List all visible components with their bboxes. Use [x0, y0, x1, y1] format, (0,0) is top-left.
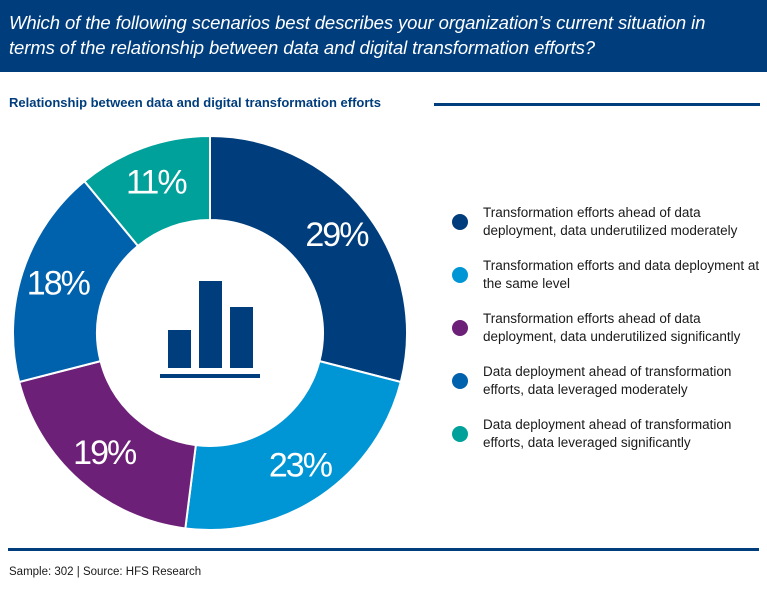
donut-slices: 29% 23% 19% 18% 11% — [12, 134, 408, 531]
slice-label-5: 11% — [126, 163, 187, 201]
donut-slice-3 — [17, 359, 197, 530]
legend-swatch-2 — [452, 267, 468, 283]
legend-label-4: Data deployment ahead of transformation … — [483, 364, 732, 397]
title-rule — [434, 103, 760, 106]
legend-label-2: Transformation efforts and data deployme… — [483, 258, 760, 291]
chart-title: Relationship between data and digital tr… — [9, 95, 381, 110]
legend-label-5: Data deployment ahead of transformation … — [483, 417, 732, 450]
legend-item-5: Data deployment ahead of transformation … — [452, 412, 764, 465]
slice-label-1: 29% — [305, 216, 369, 254]
source-note: Sample: 302 | Source: HFS Research — [9, 566, 202, 578]
donut-slice-1 — [209, 134, 408, 384]
slice-label-4: 18% — [27, 265, 91, 303]
chart-legend: Transformation efforts ahead of data dep… — [452, 200, 764, 465]
slice-label-3: 19% — [73, 434, 137, 472]
legend-label-3: Transformation efforts ahead of data dep… — [483, 311, 741, 344]
question-text: Which of the following scenarios best de… — [9, 12, 706, 58]
donut-slice-4 — [12, 179, 140, 384]
legend-item-3: Transformation efforts ahead of data dep… — [452, 306, 764, 359]
donut-slice-2 — [184, 359, 403, 531]
legend-swatch-5 — [452, 426, 468, 442]
donut-chart: 29% 23% 19% 18% 11% — [12, 134, 408, 531]
slice-label-2: 23% — [269, 446, 333, 484]
question-banner: Which of the following scenarios best de… — [0, 0, 767, 72]
legend-swatch-3 — [452, 320, 468, 336]
bottom-rule — [8, 548, 759, 551]
legend-label-1: Transformation efforts ahead of data dep… — [483, 205, 738, 238]
legend-swatch-1 — [452, 214, 468, 230]
legend-item-2: Transformation efforts and data deployme… — [452, 253, 764, 306]
legend-item-1: Transformation efforts ahead of data dep… — [452, 200, 764, 253]
legend-swatch-4 — [452, 373, 468, 389]
legend-item-4: Data deployment ahead of transformation … — [452, 359, 764, 412]
donut-slice-5 — [83, 134, 211, 248]
bar-chart-icon — [160, 281, 260, 378]
